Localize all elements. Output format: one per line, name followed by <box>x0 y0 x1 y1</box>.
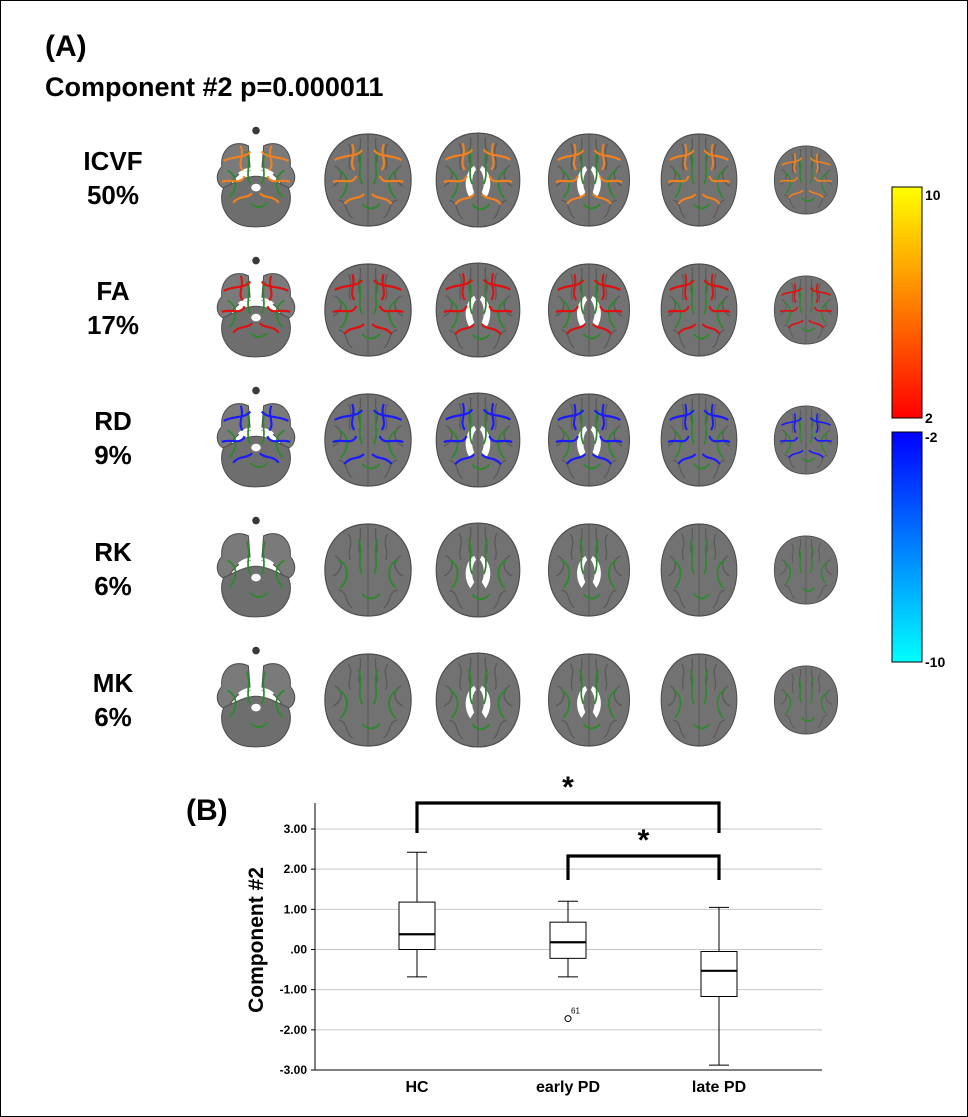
brain-slice-icvf-5 <box>660 133 738 227</box>
y-tick-label: 2.00 <box>284 862 308 876</box>
row-label-fa: FA 17% <box>58 274 168 342</box>
x-tick-label: HC <box>405 1079 429 1096</box>
colorbar-label-neg-max: -10 <box>925 654 945 670</box>
outlier-label: 61 <box>571 1007 580 1016</box>
brain-slice-rd-5 <box>660 393 738 487</box>
box-hc <box>398 851 436 978</box>
colorbar-label-neg-min: -2 <box>925 429 938 445</box>
y-tick-label: -1.00 <box>280 983 308 997</box>
brain-slice-icvf-2 <box>324 133 412 227</box>
significance-marker: * <box>638 824 650 857</box>
brain-slice-mk-5 <box>660 653 738 747</box>
brain-slice-fa-6 <box>773 275 839 345</box>
brain-slice-rk-3 <box>435 522 521 618</box>
row-label-rd: RD 9% <box>58 404 168 472</box>
brain-slice-rd-3 <box>435 392 521 488</box>
brain-slice-mk-1 <box>215 645 297 749</box>
brain-slice-rd-4 <box>547 393 631 487</box>
brain-slice-mk-6 <box>773 665 839 735</box>
colorbar-positive <box>891 186 923 419</box>
metric-percent: 50% <box>86 180 140 210</box>
brain-slice-rd-6 <box>773 405 839 475</box>
x-tick-label: late PD <box>692 1079 746 1096</box>
brain-slice-rk-2 <box>324 523 412 617</box>
brain-slice-fa-1 <box>215 255 297 359</box>
metric-name: RK <box>94 537 132 567</box>
row-label-mk: MK 6% <box>58 666 168 734</box>
brain-slice-fa-2 <box>324 263 412 357</box>
y-tick-label: 3.00 <box>284 822 308 836</box>
y-tick-label: 1.00 <box>284 902 308 916</box>
metric-name: FA <box>96 276 130 306</box>
significance-marker: * <box>562 771 574 804</box>
metric-name: MK <box>92 668 134 698</box>
row-label-rk: RK 6% <box>58 535 168 603</box>
brain-slice-fa-4 <box>547 263 631 357</box>
brain-slice-grid <box>215 125 839 749</box>
y-tick-label: .00 <box>290 943 307 957</box>
brain-slice-icvf-1 <box>215 125 297 229</box>
brain-slice-icvf-4 <box>547 133 631 227</box>
row-label-icvf: ICVF 50% <box>58 144 168 212</box>
brain-slice-mk-4 <box>547 653 631 747</box>
brain-slice-rk-4 <box>547 523 631 617</box>
figure-title: Component #2 p=0.000011 <box>45 72 384 102</box>
brain-slice-rk-6 <box>773 535 839 605</box>
brain-slice-rk-1 <box>215 515 297 619</box>
metric-percent: 6% <box>94 571 132 601</box>
colorbar-negative <box>891 431 923 663</box>
panel-b-label: (B) <box>186 794 228 827</box>
brain-slice-rd-1 <box>215 385 297 489</box>
brain-slice-mk-3 <box>435 652 521 748</box>
brain-slice-fa-3 <box>435 262 521 358</box>
brain-slice-icvf-6 <box>773 145 839 215</box>
colorbar: 10 2 -2 -10 <box>891 186 945 670</box>
metric-name: ICVF <box>83 146 143 176</box>
y-axis-label: Component #2 <box>245 867 268 1013</box>
significance-bracket <box>415 801 721 833</box>
significance-bracket <box>566 854 721 880</box>
metric-percent: 6% <box>94 702 132 732</box>
metric-percent: 17% <box>86 310 140 340</box>
y-tick-label: -3.00 <box>280 1063 308 1077</box>
y-tick-label: -2.00 <box>280 1023 308 1037</box>
metric-percent: 9% <box>94 440 132 470</box>
brain-slice-icvf-3 <box>435 132 521 228</box>
brain-slice-rd-2 <box>324 393 412 487</box>
brain-slice-rk-5 <box>660 523 738 617</box>
brain-slice-mk-2 <box>324 653 412 747</box>
panel-a-label: (A) <box>45 30 87 63</box>
brain-slice-fa-5 <box>660 263 738 357</box>
colorbar-label-pos-min: 2 <box>925 410 933 426</box>
x-tick-label: early PD <box>536 1079 600 1096</box>
box-late-pd <box>700 906 738 1066</box>
box-early-pd <box>549 900 587 978</box>
metric-name: RD <box>94 406 132 436</box>
colorbar-label-pos-max: 10 <box>925 187 941 203</box>
outlier-point <box>564 1015 572 1023</box>
